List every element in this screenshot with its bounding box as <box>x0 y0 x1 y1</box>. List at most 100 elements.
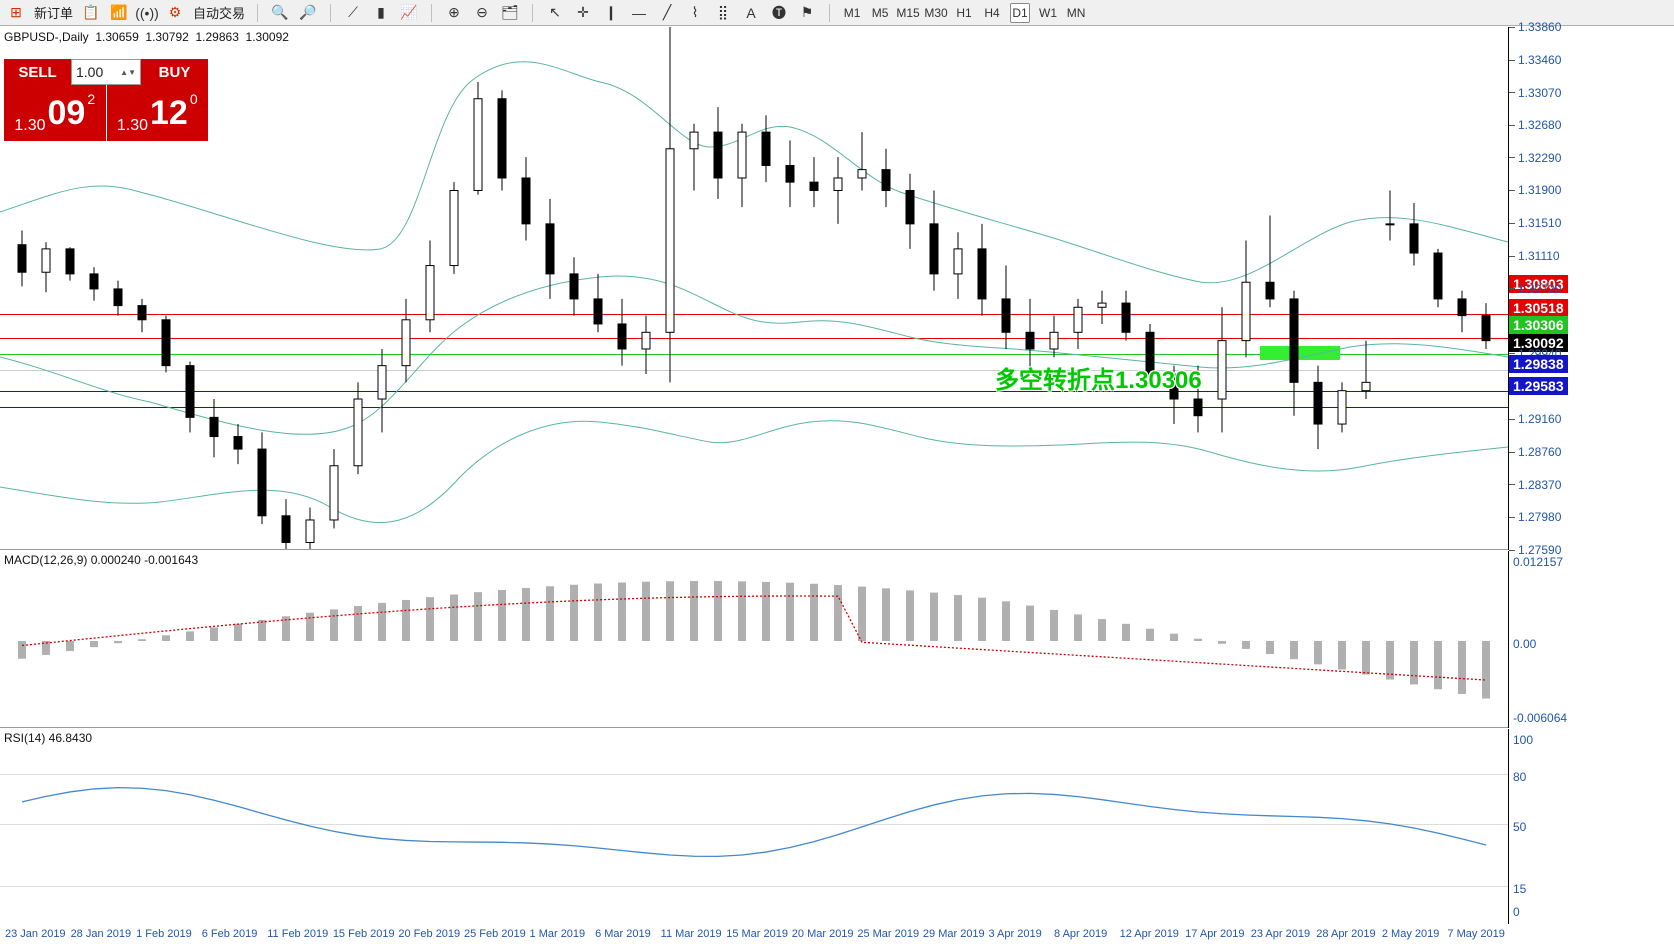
timeframe-d1[interactable]: D1 <box>1010 3 1030 23</box>
new-order-icon[interactable]: ⊞ <box>6 3 26 23</box>
timeframe-w1[interactable]: W1 <box>1038 3 1058 23</box>
date-label-5: 15 Feb 2019 <box>333 928 395 940</box>
price-tick-132680: 1.32680 <box>1509 118 1674 132</box>
price-tick-130720: 1.30720 <box>1509 282 1674 296</box>
order-entry-panel[interactable]: SELL 1.00 ▲▼ BUY 1.30 09 2 1.30 12 0 <box>4 59 208 141</box>
auto-trading-label[interactable]: 自动交易 <box>193 3 245 22</box>
macd-label-text: MACD(12,26,9) 0.000240 -0.001643 <box>4 553 198 567</box>
timeframe-m15[interactable]: M15 <box>898 3 918 23</box>
zoom-in-icon[interactable]: ⊕ <box>444 3 464 23</box>
rsi-label-text: RSI(14) 46.8430 <box>4 731 92 745</box>
auto-trading-icon[interactable]: ⚙ <box>165 3 185 23</box>
price-tick-130306: 1.30306 <box>1509 316 1674 334</box>
rsi-axis-panel[interactable]: 100 80 50 15 0 <box>1508 729 1674 924</box>
price-tick-133460: 1.33460 <box>1509 53 1674 67</box>
date-label-2: 1 Feb 2019 <box>136 928 192 940</box>
macd-svg <box>0 551 1508 728</box>
line-chart-icon[interactable]: ⟋ <box>343 3 363 23</box>
timeframe-h1[interactable]: H1 <box>954 3 974 23</box>
macd-axis-panel[interactable]: 0.012157 0.00 -0.006064 <box>1508 551 1674 728</box>
date-label-14: 29 Mar 2019 <box>923 928 985 940</box>
timeframe-h4[interactable]: H4 <box>982 3 1002 23</box>
date-label-17: 12 Apr 2019 <box>1120 928 1179 940</box>
price-tick-129160: 1.29160 <box>1509 412 1674 426</box>
date-label-20: 28 Apr 2019 <box>1316 928 1375 940</box>
date-label-7: 25 Feb 2019 <box>464 928 526 940</box>
macd-tick-top: 0.012157 <box>1513 555 1563 569</box>
timeframe-mn[interactable]: MN <box>1066 3 1086 23</box>
date-axis-panel[interactable]: 23 Jan 2019 28 Jan 2019 1 Feb 2019 6 Feb 20… <box>0 924 1508 950</box>
date-label-15: 3 Apr 2019 <box>988 928 1041 940</box>
rsi-panel[interactable]: RSI(14) 46.8430 <box>0 729 1508 924</box>
date-label-18: 17 Apr 2019 <box>1185 928 1244 940</box>
save-icon[interactable]: 📋 <box>81 3 101 23</box>
symbol-ohlc-label: GBPUSD-,Daily 1.30659 1.30792 1.29863 1.… <box>4 30 289 44</box>
rsi-tick-80: 80 <box>1513 770 1526 784</box>
price-tick-128760: 1.28760 <box>1509 445 1674 459</box>
price-tick-127980: 1.27980 <box>1509 510 1674 524</box>
date-label-8: 1 Mar 2019 <box>530 928 586 940</box>
properties-icon[interactable]: 🗂 <box>500 3 520 23</box>
date-label-6: 20 Feb 2019 <box>398 928 460 940</box>
chart-wizard-icon[interactable]: 📶 <box>109 3 129 23</box>
crosshair-icon[interactable]: ✛ <box>573 3 593 23</box>
price-tick-132290: 1.32290 <box>1509 151 1674 165</box>
rsi-tick-100: 100 <box>1513 733 1533 747</box>
price-tick-133860: 1.33860 <box>1509 20 1674 34</box>
timeframe-m30[interactable]: M30 <box>926 3 946 23</box>
buy-price-display[interactable]: 1.30 12 0 <box>107 85 209 141</box>
new-order-label[interactable]: 新订单 <box>34 3 73 22</box>
macd-tick-mid: 0.00 <box>1513 637 1536 651</box>
signal-icon[interactable]: ((•)) <box>137 3 157 23</box>
rsi-tick-50: 50 <box>1513 820 1526 834</box>
zoom-out-icon[interactable]: ⊖ <box>472 3 492 23</box>
trendline-icon[interactable]: ╱ <box>657 3 677 23</box>
main-toolbar: ⊞ 新订单 📋 📶 ((•)) ⚙ 自动交易 🔍 🔎 ⟋ ▮ 📈 ⊕ ⊖ 🗂 ↖… <box>0 0 1674 26</box>
price-tick-128370: 1.28370 <box>1509 478 1674 492</box>
text-box-icon[interactable]: 🅣 <box>769 3 789 23</box>
macd-panel[interactable]: MACD(12,26,9) 0.000240 -0.001643 <box>0 551 1508 728</box>
zoom-icon[interactable]: 🔎 <box>298 3 318 23</box>
text-icon[interactable]: A <box>741 3 761 23</box>
dots-icon[interactable]: ⣿ <box>713 3 733 23</box>
price-tick-130518: 1.30518 <box>1509 299 1674 317</box>
date-label-4: 11 Feb 2019 <box>267 928 328 940</box>
date-label-0: 23 Jan 2019 <box>5 928 66 940</box>
candlestick-svg <box>0 27 1508 550</box>
vertical-line-icon[interactable]: ❙ <box>601 3 621 23</box>
price-chart-panel[interactable]: GBPUSD-,Daily 1.30659 1.30792 1.29863 1.… <box>0 27 1508 550</box>
date-label-10: 11 Mar 2019 <box>661 928 722 940</box>
sell-price-display[interactable]: 1.30 09 2 <box>4 85 107 141</box>
timeframe-m1[interactable]: M1 <box>842 3 862 23</box>
price-tick-133070: 1.33070 <box>1509 86 1674 100</box>
date-label-16: 8 Apr 2019 <box>1054 928 1107 940</box>
date-label-13: 25 Mar 2019 <box>857 928 919 940</box>
candlestick-chart-icon[interactable]: 📈 <box>399 3 419 23</box>
price-tick-129583: 1.29583 <box>1509 377 1674 395</box>
rsi-svg <box>0 729 1508 924</box>
sell-button[interactable]: SELL <box>4 59 71 85</box>
date-label-11: 15 Mar 2019 <box>726 928 788 940</box>
volume-stepper[interactable]: ▲▼ <box>120 68 136 77</box>
buy-button[interactable]: BUY <box>141 59 208 85</box>
date-label-1: 28 Jan 2019 <box>71 928 132 940</box>
date-label-3: 6 Feb 2019 <box>202 928 258 940</box>
volume-input[interactable]: 1.00 ▲▼ <box>71 59 141 85</box>
object-list-icon[interactable]: ⚑ <box>797 3 817 23</box>
bar-chart-icon[interactable]: ▮ <box>371 3 391 23</box>
timeframe-m5[interactable]: M5 <box>870 3 890 23</box>
price-axis-panel[interactable]: 1.33860 1.33460 1.33070 1.32680 1.32290 1.319… <box>1508 27 1674 550</box>
price-tick-131900: 1.31900 <box>1509 183 1674 197</box>
rsi-tick-15: 15 <box>1513 882 1526 896</box>
date-label-22: 7 May 2019 <box>1447 928 1504 940</box>
date-label-21: 2 May 2019 <box>1382 928 1439 940</box>
pivot-annotation-text: 多空转折点1.30306 <box>995 360 1202 395</box>
macd-tick-bottom: -0.006064 <box>1513 711 1567 725</box>
horizontal-line-icon[interactable]: ― <box>629 3 649 23</box>
new-chart-icon[interactable]: 🔍 <box>270 3 290 23</box>
date-label-19: 23 Apr 2019 <box>1251 928 1310 940</box>
date-label-12: 20 Mar 2019 <box>792 928 854 940</box>
date-label-9: 6 Mar 2019 <box>595 928 651 940</box>
fibonacci-icon[interactable]: ⌇ <box>685 3 705 23</box>
cursor-icon[interactable]: ↖ <box>545 3 565 23</box>
